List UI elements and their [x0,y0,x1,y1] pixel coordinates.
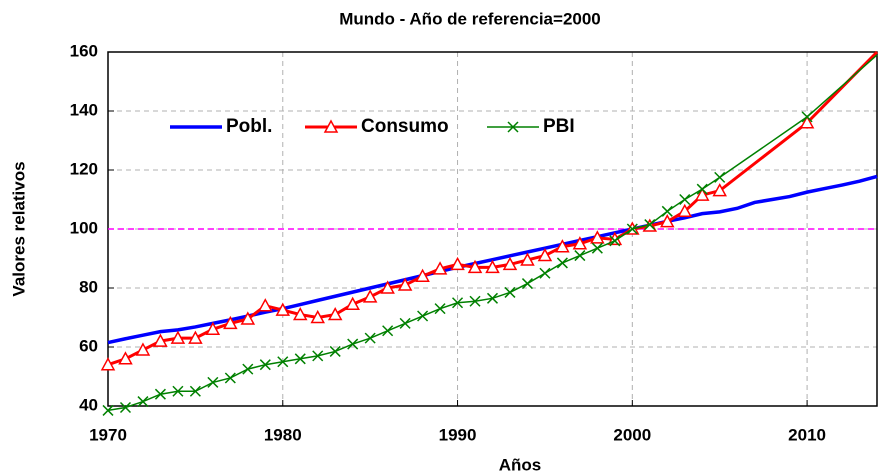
x-tick-label: 1980 [264,425,302,444]
legend-label: Consumo [361,116,449,137]
legend-marker-shape [323,119,339,133]
marker [100,357,116,371]
x-tick-label: 1970 [89,425,127,444]
marker [469,295,481,307]
marker [537,247,553,262]
marker [502,256,518,271]
marker [397,277,413,291]
marker [277,356,289,368]
y-tick-label: 40 [79,395,98,414]
marker [153,333,168,347]
marker [799,115,815,129]
marker [327,306,343,321]
marker [714,171,726,183]
marker [415,268,430,282]
marker [347,338,359,350]
marker [189,385,201,397]
marker [452,297,464,309]
marker [382,325,394,337]
marker [467,259,483,274]
marker [486,292,499,304]
y-tick-label: 120 [70,159,98,178]
chart-title: Mundo - Año de referencia=2000 [339,9,601,28]
y-tick-label: 80 [79,277,98,296]
marker [712,183,727,197]
marker [801,111,813,123]
marker [224,372,236,384]
marker [679,193,691,206]
marker [137,396,149,408]
y-tick-label: 100 [70,218,98,237]
marker [660,214,675,228]
legend-marker-shape [507,121,519,133]
marker [207,376,219,388]
marker [450,256,465,271]
marker [504,286,516,298]
marker [591,242,603,254]
legend-marker [323,119,339,133]
marker [118,351,133,365]
marker [242,363,254,375]
marker [294,353,306,365]
marker [626,223,638,235]
marker [172,385,184,397]
marker [364,332,376,344]
marker [223,315,238,330]
marker [102,404,114,416]
marker [362,289,378,303]
marker [434,303,446,315]
marker [205,321,221,336]
marker [609,235,621,247]
marker [432,261,448,275]
marker [520,252,535,266]
marker [677,203,693,218]
marker [556,257,568,269]
legend-label: Pobl. [226,116,272,137]
y-axis-label: Valores relativos [9,161,28,296]
marker [417,310,429,322]
marker [696,183,708,195]
marker [555,239,570,253]
y-tick-label: 140 [70,100,98,119]
x-tick-label: 2010 [788,425,826,444]
marker [590,230,605,244]
legend-label: PBI [543,116,575,137]
marker [644,219,656,231]
marker [170,330,186,344]
series-line [107,174,878,345]
marker [399,317,411,329]
marker [154,388,166,400]
y-tick-label: 60 [79,336,98,355]
marker [310,309,325,324]
marker [258,298,273,312]
y-tick-label: 160 [70,41,98,60]
series-line [107,54,878,412]
marker [661,205,673,217]
marker [259,359,271,371]
marker [188,330,203,344]
marker [380,280,395,294]
marker [312,350,324,362]
marker [329,345,341,357]
marker [574,250,586,262]
marker [275,302,291,316]
marker [135,342,151,356]
marker [119,401,132,414]
marker [345,296,360,310]
x-tick-label: 2000 [613,425,651,444]
x-tick-label: 1990 [439,425,477,444]
marker [292,306,308,321]
marker [485,259,500,274]
marker [240,311,256,325]
marker [521,278,533,290]
marker [694,187,710,201]
marker [572,236,588,250]
x-axis-label: Años [499,455,542,474]
marker [539,267,551,279]
legend-marker [507,121,519,133]
series-line [107,50,879,367]
